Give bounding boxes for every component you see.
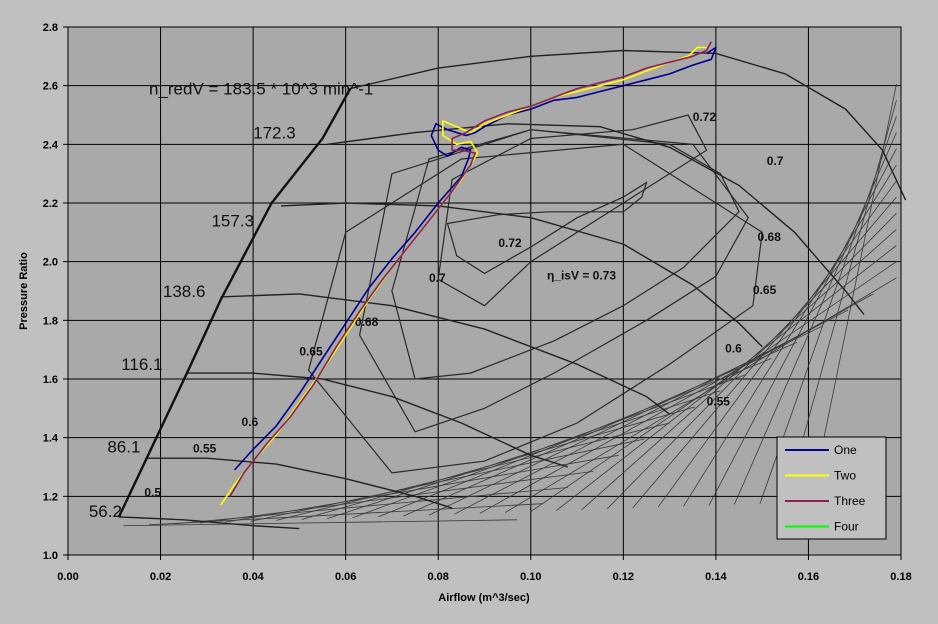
- x-tick-label: 0.04: [242, 571, 264, 583]
- speed-interval-line: [657, 180, 897, 508]
- legend-label-two: Two: [834, 469, 856, 483]
- x-axis-ticks: 0.00 0.02 0.04 0.06 0.08 0.10 0.12 0.14 0.16 0.18: [57, 555, 912, 583]
- efficiency-label: 0.7: [767, 154, 784, 168]
- plot-area-border: [67, 26, 902, 556]
- speed-interval-line: [403, 341, 798, 517]
- x-tick-label: 0.18: [890, 571, 911, 583]
- speed-label: 116.1: [121, 355, 162, 374]
- compressor-map-labels: n_redV = 183.5 * 10^3 min^-1 56.2 86.1 116.…: [89, 79, 784, 520]
- efficiency-label: 0.55: [707, 394, 731, 408]
- y-axis-ticks: 1.0 1.2 1.4 1.6 1.8 2.0 2.2 2.4 2.6 2.8: [43, 22, 68, 562]
- speed-interval-line: [708, 148, 897, 506]
- speed-interval-line: [606, 213, 897, 510]
- speed-interval-line: [225, 454, 619, 523]
- surge-line: [117, 88, 352, 518]
- peak-efficiency-label: η_isV = 0.73: [547, 268, 616, 282]
- speed-label: 86.1: [107, 437, 140, 456]
- speed-interval-line: [327, 390, 721, 519]
- y-tick-label: 2.2: [43, 198, 58, 210]
- legend-label-one: One: [834, 443, 857, 457]
- efficiency-label: 0.72: [498, 236, 522, 250]
- speed-interval-line: [276, 422, 670, 521]
- x-tick-label: 0.02: [150, 571, 171, 583]
- speed-line-56.2: [118, 516, 300, 530]
- legend-box: [776, 436, 887, 540]
- speed-interval-line: [734, 132, 897, 505]
- x-tick-label: 0.10: [520, 571, 541, 583]
- legend: One Two Three Four: [776, 436, 887, 540]
- speed-line-183.5: [350, 49, 907, 201]
- efficiency-island-0.73: [446, 181, 648, 275]
- speed-line-157.3: [280, 202, 763, 348]
- series-line-one: [234, 46, 717, 471]
- efficiency-label: 0.6: [725, 342, 742, 356]
- speed-interval-line: [810, 84, 897, 502]
- speed-label: 138.6: [163, 282, 206, 301]
- y-tick-label: 2.6: [43, 81, 58, 93]
- speed-line-116.1: [188, 372, 569, 468]
- speed-interval-line: [632, 196, 897, 509]
- speed-interval-line: [784, 100, 897, 503]
- y-tick-label: 2.8: [43, 22, 58, 34]
- y-tick-label: 1.4: [43, 433, 59, 445]
- x-tick-label: 0.08: [428, 571, 449, 583]
- x-tick-label: 0.12: [613, 571, 634, 583]
- y-axis-title: Pressure Ratio: [18, 252, 30, 330]
- speed-label: 172.3: [253, 123, 296, 142]
- efficiency-island-0.68: [358, 129, 750, 433]
- x-tick-label: 0.00: [57, 571, 78, 583]
- y-tick-label: 1.6: [43, 374, 58, 386]
- efficiency-label: 0.6: [242, 415, 259, 429]
- speed-interval-line: [479, 293, 874, 514]
- x-tick-label: 0.06: [335, 571, 356, 583]
- x-axis-title: Airflow (m^3/sec): [438, 592, 530, 604]
- x-tick-label: 0.16: [798, 571, 819, 583]
- x-tick-label: 0.14: [705, 571, 727, 583]
- y-tick-label: 2.4: [43, 139, 59, 151]
- speed-formula-label: n_redV = 183.5 * 10^3 min^-1: [149, 79, 373, 98]
- y-tick-label: 1.0: [43, 550, 58, 562]
- speed-interval-line: [250, 438, 645, 522]
- efficiency-label: 0.65: [299, 345, 323, 359]
- efficiency-label: 0.5: [144, 485, 161, 499]
- efficiency-label: 0.72: [693, 110, 717, 124]
- y-tick-label: 1.8: [43, 315, 58, 327]
- series-line-three: [229, 41, 713, 497]
- speed-interval-line: [123, 519, 517, 527]
- speed-interval-line: [530, 261, 897, 512]
- efficiency-island-0.72: [437, 114, 708, 307]
- speed-interval-line: [454, 309, 848, 515]
- speed-interval-line: [199, 471, 594, 524]
- efficiency-island-0.65: [307, 143, 763, 474]
- speed-label: 56.2: [89, 502, 122, 521]
- speed-interval-line: [555, 245, 897, 512]
- legend-label-four: Four: [834, 520, 859, 534]
- speed-interval-line: [581, 229, 897, 511]
- speed-interval-line: [377, 358, 772, 518]
- speed-label: 157.3: [211, 211, 254, 230]
- efficiency-label: 0.55: [193, 441, 217, 455]
- efficiency-label: 0.65: [753, 283, 777, 297]
- y-tick-label: 1.2: [43, 491, 58, 503]
- efficiency-label: 0.7: [429, 271, 446, 285]
- y-tick-label: 2.0: [43, 257, 58, 269]
- speed-line-86.1: [146, 457, 453, 509]
- speed-interval-line: [352, 374, 747, 519]
- speed-interval-line: [683, 164, 897, 507]
- efficiency-label: 0.68: [758, 230, 782, 244]
- efficiency-label: 0.68: [355, 315, 379, 329]
- legend-label-three: Three: [834, 494, 866, 508]
- data-series: [220, 41, 717, 506]
- speed-line-138.6: [220, 293, 671, 415]
